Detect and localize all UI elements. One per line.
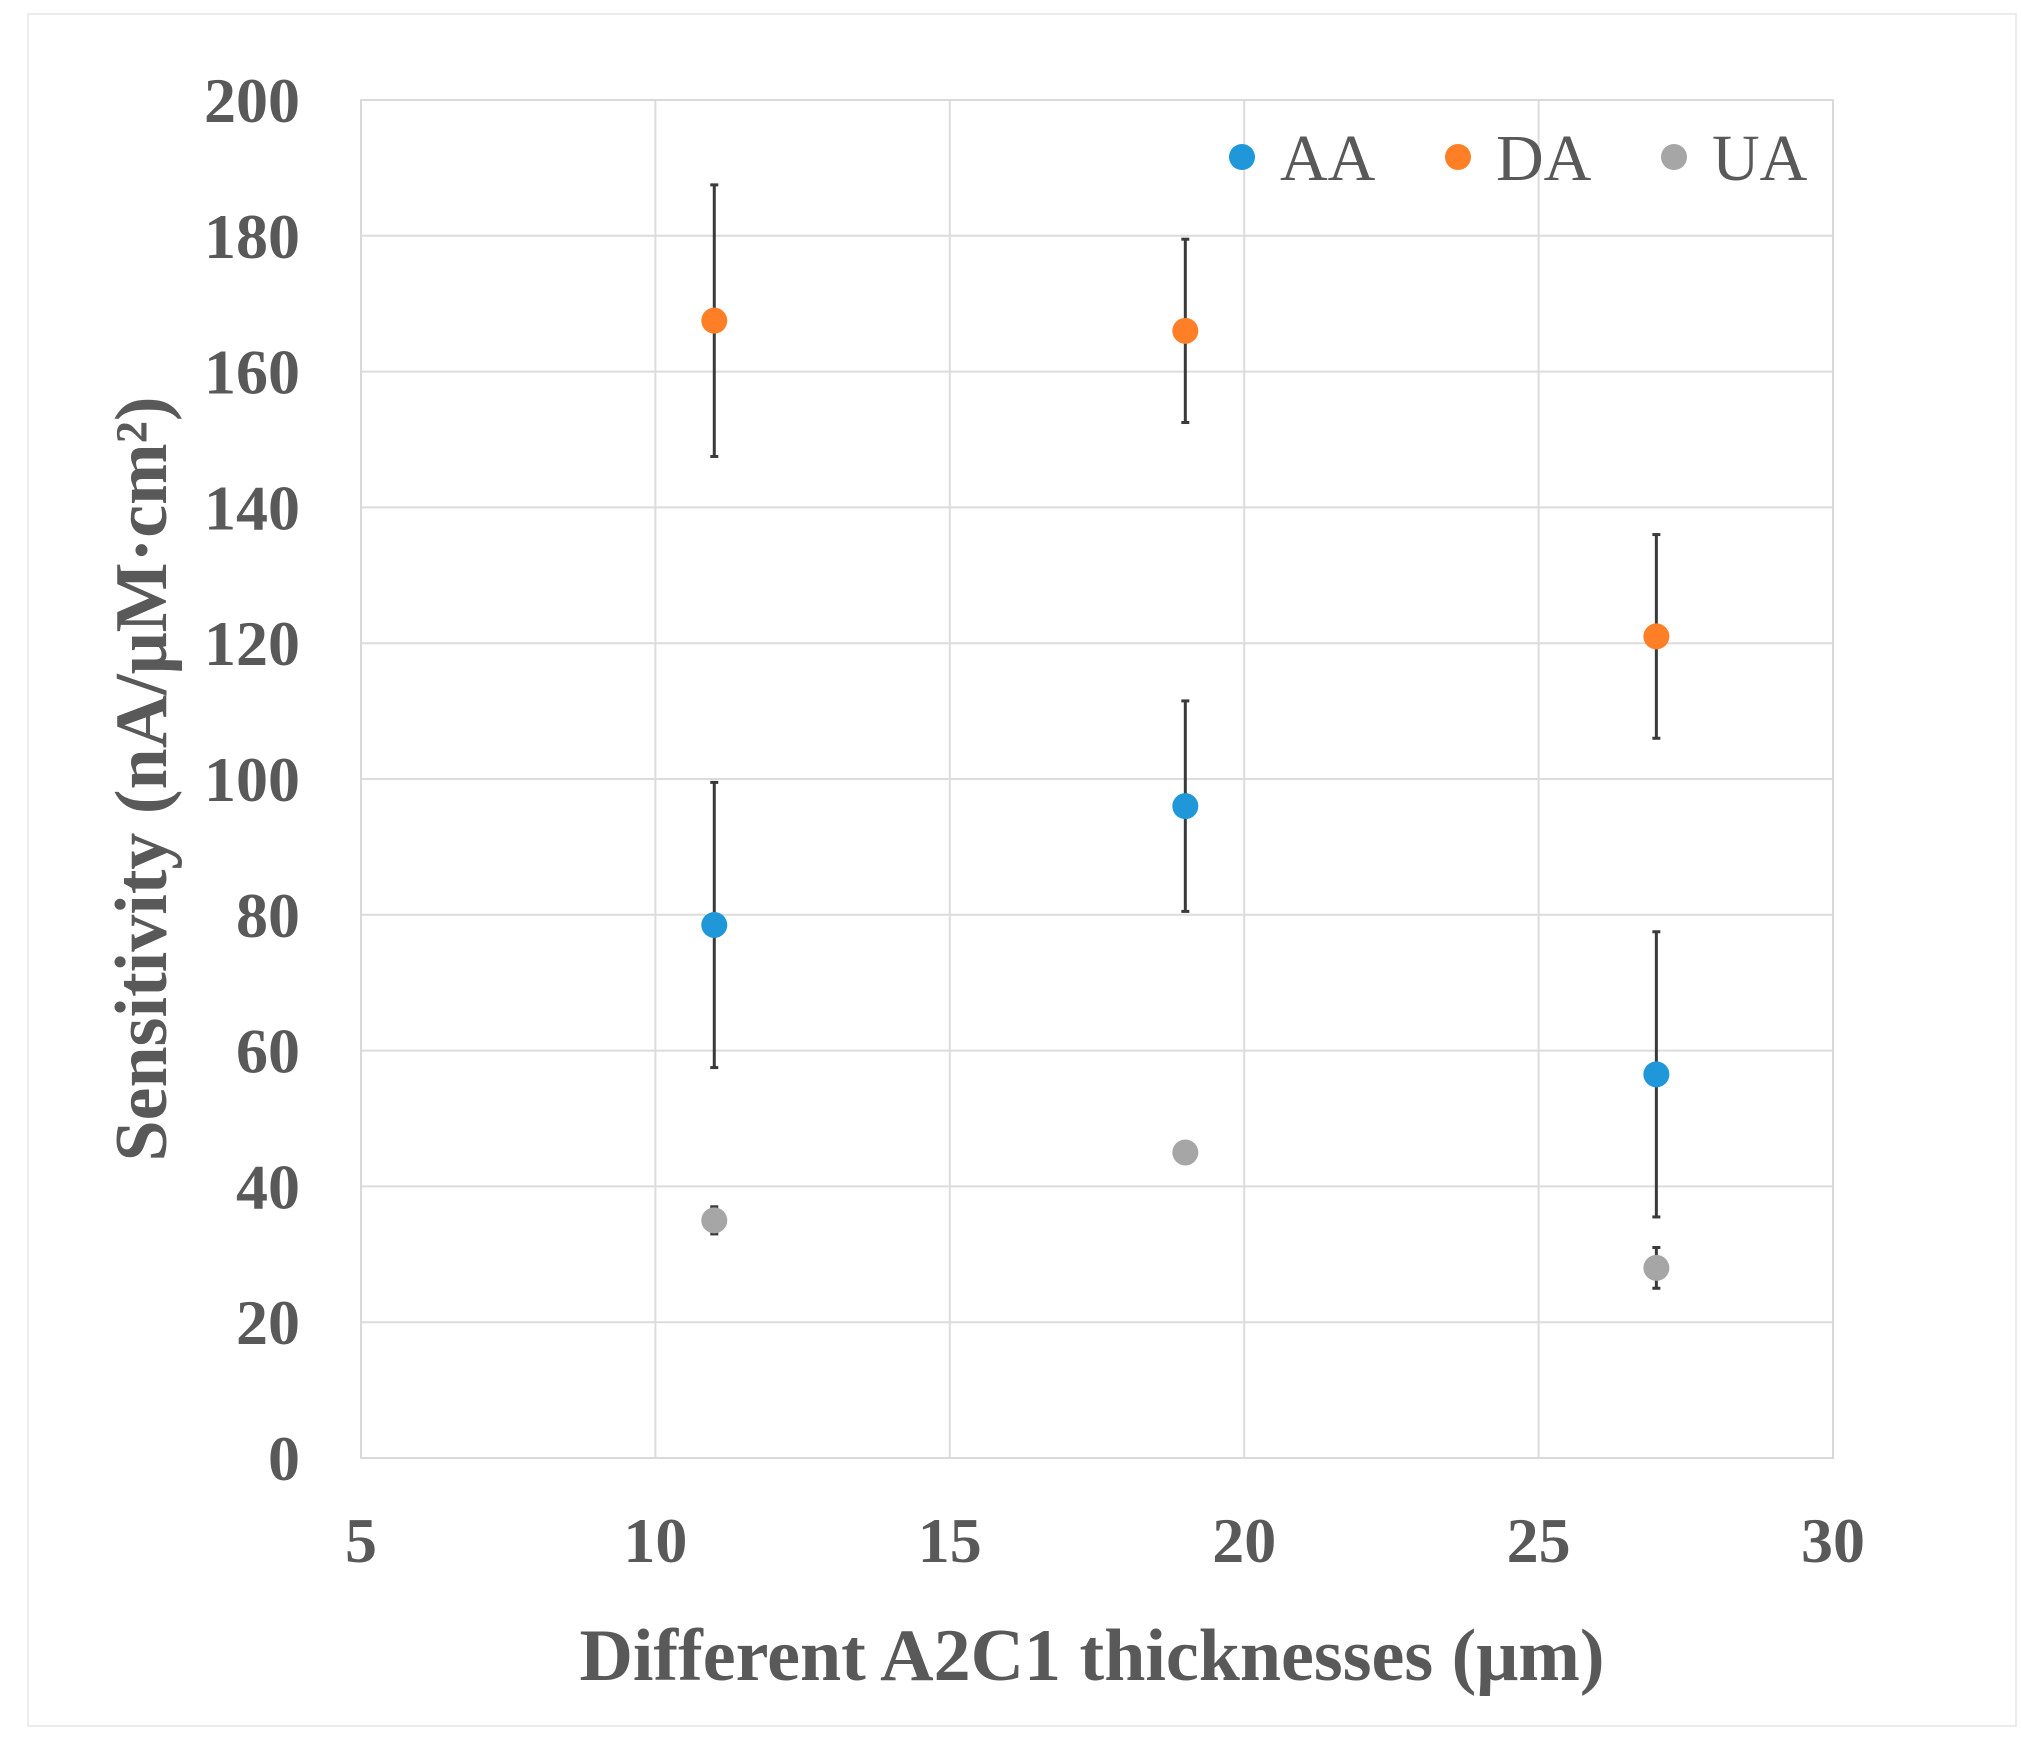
x-tick-label: 20: [1212, 1505, 1276, 1576]
x-tick-label: 15: [918, 1505, 982, 1576]
y-axis-title: Sensitivity (nA/μM·cm²): [101, 396, 183, 1161]
y-tick-label: 0: [268, 1423, 300, 1494]
legend-marker-da: [1445, 144, 1471, 170]
y-tick-label: 200: [204, 65, 300, 136]
y-tick-label: 140: [204, 472, 300, 543]
y-tick-label: 180: [204, 201, 300, 272]
y-tick-label: 40: [236, 1151, 300, 1222]
figure-border: [27, 13, 2017, 1727]
y-tick-label: 20: [236, 1287, 300, 1358]
x-tick-label: 10: [623, 1505, 687, 1576]
da-data-point: [1172, 317, 1199, 344]
legend-item-da: DA: [1445, 122, 1592, 195]
y-tick-label: 100: [204, 744, 300, 815]
legend-label-da: DA: [1496, 122, 1592, 195]
ua-data-point: [1643, 1254, 1670, 1281]
x-tick-labels: 5 10 15 20 25 30: [345, 1505, 1865, 1576]
legend-marker-ua: [1661, 144, 1687, 170]
plot-area-border: [360, 99, 1834, 1459]
x-axis-title: Different A2C1 thicknesses (μm): [579, 1615, 1604, 1697]
legend-label-ua: UA: [1712, 122, 1808, 195]
da-data-point: [1643, 623, 1670, 650]
da-data-point: [701, 307, 728, 334]
ua-data-point: [701, 1207, 728, 1234]
legend: AA DA UA: [1229, 122, 1808, 195]
legend-item-aa: AA: [1229, 122, 1376, 195]
x-tick-label: 30: [1801, 1505, 1865, 1576]
y-tick-label: 80: [236, 880, 300, 951]
legend-marker-aa: [1229, 144, 1255, 170]
point-layer: [701, 307, 1670, 1281]
aa-data-point: [1172, 793, 1199, 820]
aa-data-point: [1643, 1061, 1670, 1088]
legend-label-aa: AA: [1280, 122, 1376, 195]
legend-item-ua: UA: [1661, 122, 1808, 195]
y-tick-label: 120: [204, 608, 300, 679]
ua-data-point: [1172, 1139, 1199, 1166]
x-tick-label: 25: [1507, 1505, 1571, 1576]
y-tick-labels: 0 20 40 60 80 100 120 140 160 180 200: [204, 65, 300, 1494]
x-tick-label: 5: [345, 1505, 377, 1576]
aa-data-point: [701, 911, 728, 938]
y-tick-label: 160: [204, 337, 300, 408]
y-tick-label: 60: [236, 1016, 300, 1087]
